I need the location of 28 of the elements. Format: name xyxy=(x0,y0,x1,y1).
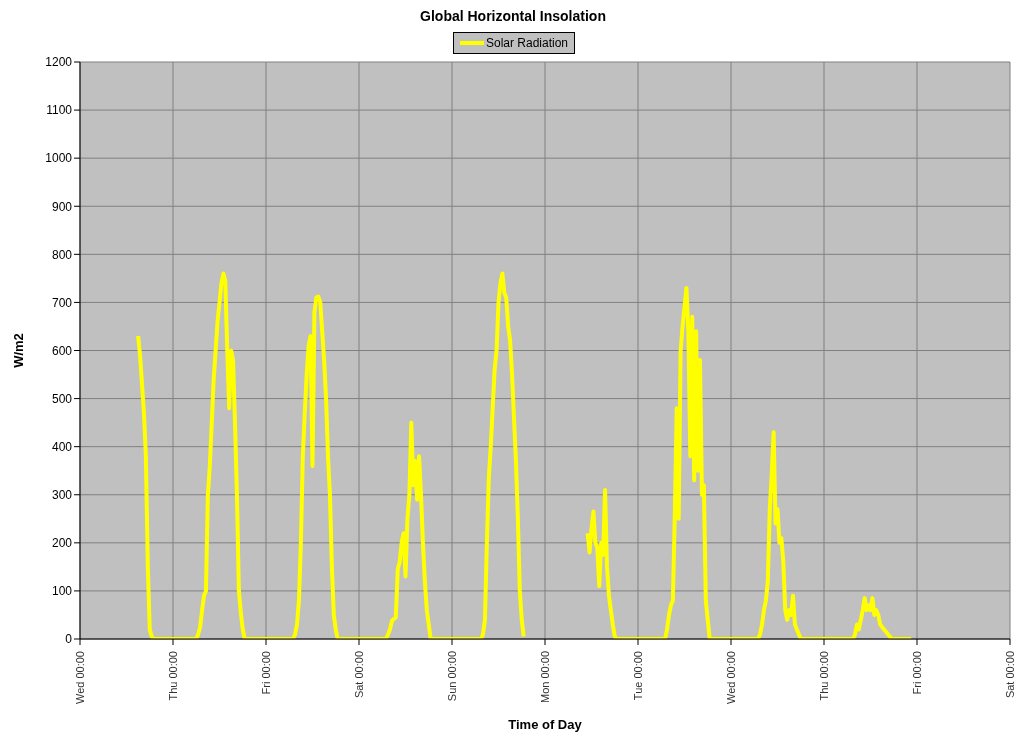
y-tick-label: 800 xyxy=(51,247,73,262)
y-tick-label: 100 xyxy=(51,584,73,599)
legend-label: Solar Radiation xyxy=(485,36,569,50)
y-tick-label: 400 xyxy=(51,439,73,454)
x-tick-label: Tue 00:00 xyxy=(632,651,644,701)
x-tick-label: Thu 00:00 xyxy=(818,651,830,701)
y-tick-label: 900 xyxy=(51,199,73,214)
x-tick-label: Sun 00:00 xyxy=(446,651,458,702)
x-tick-label: Mon 00:00 xyxy=(539,651,551,703)
y-tick-label: 1200 xyxy=(45,55,73,70)
y-tick-label: 200 xyxy=(51,536,73,551)
x-tick-label: Fri 00:00 xyxy=(911,651,923,695)
y-tick-label: 700 xyxy=(51,295,73,310)
x-tick-label: Fri 00:00 xyxy=(260,651,272,695)
y-tick-label: 1000 xyxy=(45,151,73,166)
chart-title: Global Horizontal Insolation xyxy=(419,8,607,24)
x-tick-label: Thu 00:00 xyxy=(167,651,179,701)
y-tick-label: 600 xyxy=(51,343,73,358)
x-axis-title: Time of Day xyxy=(508,717,583,732)
x-tick-label: Sat 00:00 xyxy=(1004,651,1016,699)
y-axis-title: W/m2 xyxy=(10,333,26,368)
x-tick-label: Wed 00:00 xyxy=(725,651,737,705)
x-tick-label: Sat 00:00 xyxy=(353,651,365,699)
y-tick-label: 500 xyxy=(51,391,73,406)
y-tick-label: 0 xyxy=(65,632,73,647)
y-tick-label: 1100 xyxy=(46,103,73,118)
x-tick-label: Wed 00:00 xyxy=(74,651,86,705)
y-tick-label: 300 xyxy=(51,488,73,503)
